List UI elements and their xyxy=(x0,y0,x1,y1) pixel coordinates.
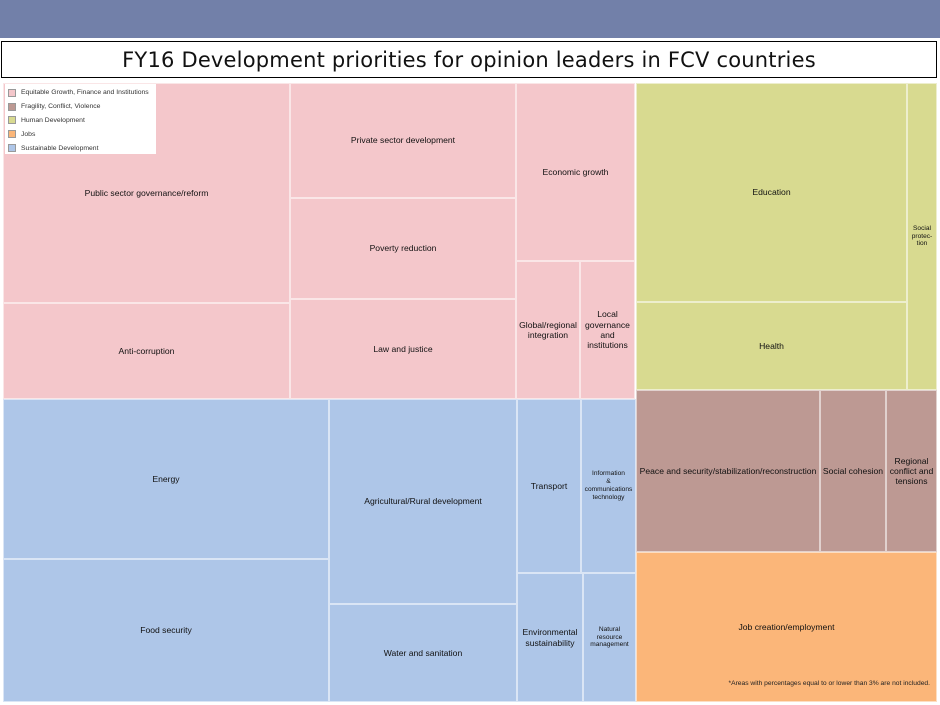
tile-label: Transport xyxy=(530,480,568,491)
legend-swatch xyxy=(8,144,16,153)
legend-item: Jobs xyxy=(8,127,153,141)
tile-regional-conflict-and-tensions: Regional conflict and tensions xyxy=(886,390,937,552)
legend: Equitable Growth, Finance and Institutio… xyxy=(5,84,156,154)
tile-label: Agricultural/Rural development xyxy=(364,496,482,507)
tile-label: Peace and security/stabilization/reconst… xyxy=(639,465,817,476)
tile-label: Education xyxy=(752,187,791,198)
legend-item: Fragility, Conflict, Violence xyxy=(8,100,153,114)
tile-label: Social cohesion xyxy=(822,465,884,476)
tile-social-cohesion: Social cohesion xyxy=(820,390,886,552)
legend-swatch xyxy=(8,116,16,125)
tile-job-creation-employment: Job creation/employment xyxy=(636,552,937,702)
tile-peace-and-security-stabilization-reconstruction: Peace and security/stabilization/reconst… xyxy=(636,390,820,552)
tile-law-and-justice: Law and justice xyxy=(290,299,516,399)
tile-label: Poverty reduction xyxy=(369,243,437,254)
legend-label: Equitable Growth, Finance and Institutio… xyxy=(21,89,149,97)
tile-water-and-sanitation: Water and sanitation xyxy=(329,604,517,702)
legend-label: Sustainable Development xyxy=(21,144,99,152)
tile-global-regional-integration: Global/regional integration xyxy=(516,261,580,399)
tile-label: Natural resource management xyxy=(590,625,629,649)
legend-item: Equitable Growth, Finance and Institutio… xyxy=(8,86,153,100)
legend-swatch xyxy=(8,130,16,139)
tile-agricultural-rural-development: Agricultural/Rural development xyxy=(329,399,517,604)
tile-label: Health xyxy=(759,340,784,351)
tile-label: Food security xyxy=(140,625,192,636)
tile-natural-resource-management: Natural resource management xyxy=(583,573,636,702)
tile-anti-corruption: Anti-corruption xyxy=(3,303,290,399)
tile-poverty-reduction: Poverty reduction xyxy=(290,198,516,299)
tile-label: Law and justice xyxy=(373,343,433,354)
tile-label: Information & communications technology xyxy=(584,470,633,501)
tile-environmental-sustainability: Environmental sustainability xyxy=(517,573,583,702)
tile-label: Job creation/employment xyxy=(738,621,835,632)
tile-label: Environmental sustainability xyxy=(522,627,578,648)
tile-health: Health xyxy=(636,302,907,390)
tile-social-protection: Social protec-tion xyxy=(907,83,937,390)
footnote: *Areas with percentages equal to or lowe… xyxy=(728,680,931,687)
tile-energy: Energy xyxy=(3,399,329,559)
tile-label: Water and sanitation xyxy=(383,647,463,658)
legend-item: Human Development xyxy=(8,114,153,128)
legend-item: Sustainable Development xyxy=(8,141,153,155)
tile-label: Social protec-tion xyxy=(911,224,933,248)
tile-education: Education xyxy=(636,83,907,302)
tile-information-communications-technology: Information & communications technology xyxy=(581,399,636,573)
tile-label: Private sector development xyxy=(350,135,456,146)
tile-label: Economic growth xyxy=(542,166,609,177)
tile-label: Global/regional integration xyxy=(519,319,577,340)
legend-swatch xyxy=(8,88,16,97)
tile-label: Public sector governance/reform xyxy=(84,187,209,198)
top-banner xyxy=(0,0,940,38)
tile-label: Regional conflict and tensions xyxy=(889,455,934,487)
tile-label: Energy xyxy=(152,473,180,484)
legend-label: Jobs xyxy=(21,130,36,138)
title-box: FY16 Development priorities for opinion … xyxy=(1,41,937,78)
tile-label: Anti-corruption xyxy=(118,345,175,356)
tile-transport: Transport xyxy=(517,399,581,573)
legend-label: Fragility, Conflict, Violence xyxy=(21,103,101,111)
tile-local-governance-and-institutions: Local governance and institutions xyxy=(580,261,635,399)
tile-economic-growth: Economic growth xyxy=(516,83,635,261)
tile-private-sector-development: Private sector development xyxy=(290,83,516,198)
legend-swatch xyxy=(8,102,16,111)
legend-label: Human Development xyxy=(21,116,85,124)
tile-food-security: Food security xyxy=(3,559,329,702)
tile-label: Local governance and institutions xyxy=(585,309,630,351)
chart-title: FY16 Development priorities for opinion … xyxy=(122,47,816,72)
